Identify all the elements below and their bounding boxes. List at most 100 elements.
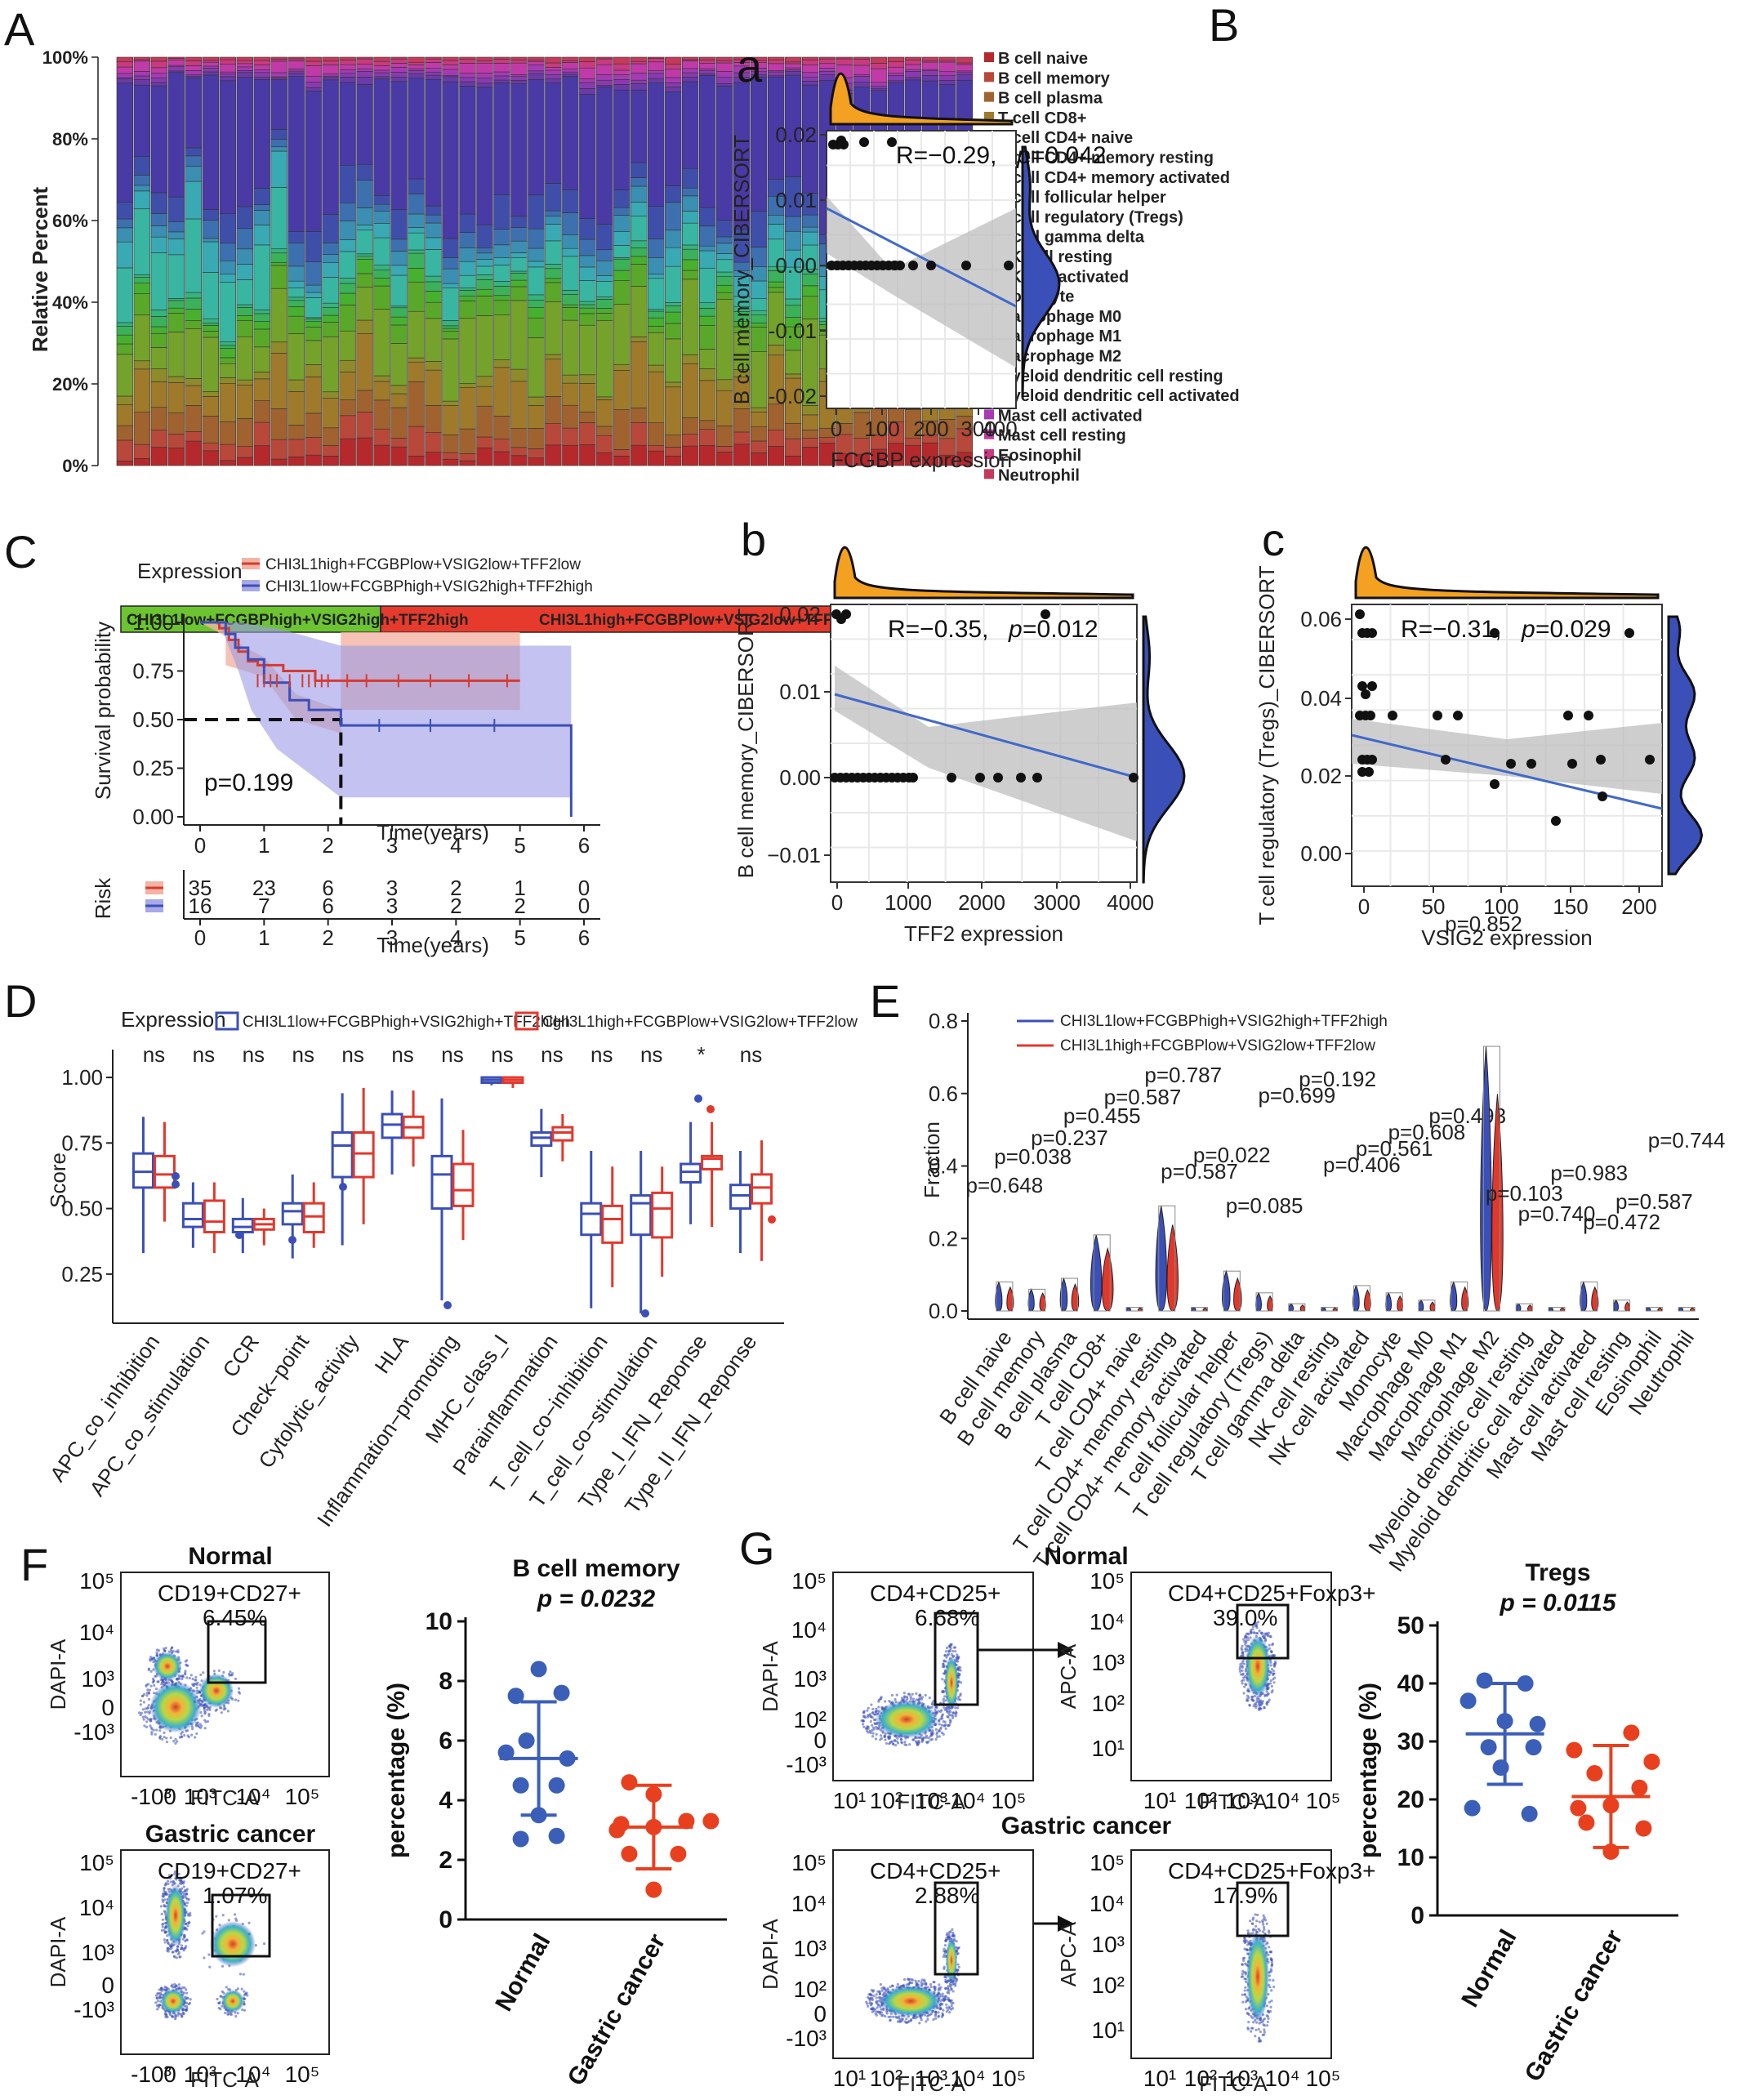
stack-segment <box>767 281 785 288</box>
stack-segment <box>425 291 442 303</box>
stack-segment <box>596 299 613 309</box>
legend-label: T cell follicular helper <box>998 189 1166 207</box>
stack-segment <box>236 336 253 381</box>
event-dot <box>1245 1645 1248 1648</box>
stack-segment <box>305 82 322 88</box>
stack-segment <box>767 345 785 356</box>
density-core <box>149 1681 202 1733</box>
violin-legend-high: CHI3L1high+FCGBPlow+VSIG2low+TFF2low <box>1060 1037 1375 1054</box>
stack-segment <box>442 338 459 402</box>
stack-segment <box>665 247 682 267</box>
violin-pvalue: p=0.983 <box>1550 1161 1628 1185</box>
event-dot <box>943 1944 947 1947</box>
event-dot <box>936 1735 939 1739</box>
event-dot <box>931 1703 934 1706</box>
stack-segment <box>253 378 270 401</box>
stack-segment <box>476 447 493 466</box>
event-dot <box>934 2013 938 2016</box>
box <box>203 1199 225 1233</box>
stack-segment <box>665 386 682 436</box>
event-dot <box>942 2009 945 2012</box>
stack-segment <box>631 422 648 446</box>
stack-segment <box>853 76 871 82</box>
outlier <box>694 1095 702 1103</box>
event-dot <box>217 2006 221 2010</box>
stack-segment <box>425 369 442 406</box>
flow-ytick: 10⁴ <box>791 1891 827 1916</box>
stack-segment <box>493 256 510 265</box>
stack-segment <box>202 396 219 417</box>
stack-segment <box>562 247 579 257</box>
event-dot <box>950 2004 953 2008</box>
stack-segment <box>510 76 528 81</box>
event-dot <box>185 1901 189 1905</box>
stack-segment <box>185 218 202 293</box>
stack-segment <box>116 354 134 397</box>
event-dot <box>894 1697 897 1701</box>
event-dot <box>1266 1692 1269 1696</box>
stack-segment <box>270 78 287 80</box>
flow-ytick: 0 <box>101 1973 114 1998</box>
event-dot <box>880 1696 883 1699</box>
event-dot <box>1271 1642 1275 1646</box>
box <box>530 1131 553 1148</box>
event-dot <box>247 1921 251 1924</box>
stack-segment <box>373 265 390 271</box>
event-dot <box>959 1692 962 1696</box>
x-tick: 3000 <box>1033 890 1081 915</box>
stat-r: R=−0.35, <box>888 616 988 643</box>
stack-segment <box>476 56 493 61</box>
stack-segment <box>476 82 493 88</box>
stack-segment <box>202 238 219 243</box>
stack-segment <box>493 439 510 453</box>
box-sig: ns <box>541 1042 563 1067</box>
stack-segment <box>167 60 185 66</box>
stack-segment <box>956 72 974 75</box>
stack-segment <box>596 275 613 282</box>
data-point <box>975 773 985 782</box>
stack-segment <box>322 336 339 393</box>
stack-segment <box>665 82 682 87</box>
legend-swatch <box>984 469 994 479</box>
data-point <box>908 261 918 270</box>
event-dot <box>937 2011 940 2014</box>
event-dot <box>955 1940 958 1943</box>
stack-segment <box>185 385 202 406</box>
stack-segment <box>682 167 699 189</box>
box <box>551 1126 574 1142</box>
event-dot <box>1239 1673 1243 1676</box>
event-dot <box>1251 2021 1255 2024</box>
event-dot <box>161 1925 164 1928</box>
stack-segment <box>322 243 339 255</box>
regression-line <box>1351 733 1663 810</box>
stack-segment <box>631 286 648 337</box>
event-dot <box>234 1917 238 1920</box>
dot-point <box>645 1881 662 1898</box>
event-dot <box>185 1897 189 1901</box>
violin-ytick: 0.4 <box>929 1154 958 1179</box>
event-dot <box>949 1985 952 1988</box>
box <box>131 1152 154 1189</box>
stack-segment <box>631 63 648 74</box>
violin <box>1202 1307 1208 1312</box>
flow-frame <box>120 1572 330 1777</box>
event-dot <box>1266 2020 1269 2023</box>
stack-segment <box>784 56 802 63</box>
event-dot <box>162 1680 165 1683</box>
stack-segment <box>287 391 305 426</box>
stack-segment <box>562 382 579 406</box>
event-dot <box>167 1681 170 1684</box>
stack-segment <box>202 68 219 73</box>
a-ytick: 60% <box>52 211 88 231</box>
event-dot <box>183 1934 186 1937</box>
event-dot <box>242 1973 245 1976</box>
event-dot <box>163 1887 166 1890</box>
stack-segment <box>699 380 716 421</box>
event-dot <box>943 1999 946 2002</box>
event-dot <box>150 1732 154 1736</box>
density-core <box>221 1990 244 2013</box>
risk-xtick: 0 <box>194 925 206 950</box>
stack-segment <box>836 58 853 65</box>
flow-ylabel: DAPI-A <box>46 1639 70 1710</box>
